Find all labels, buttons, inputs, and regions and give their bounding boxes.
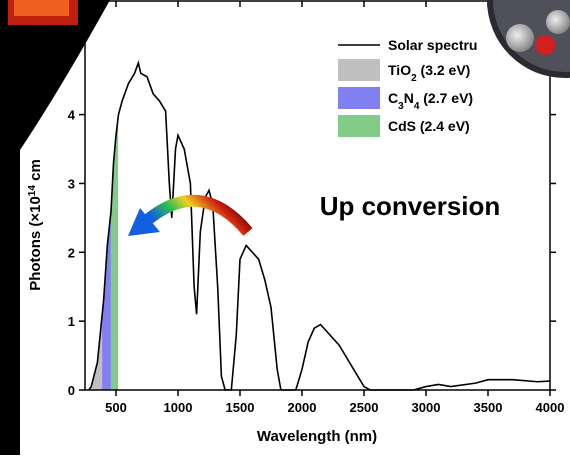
label-part: CdS (2.4 eV) (388, 118, 470, 134)
atom (506, 24, 534, 52)
band (102, 62, 111, 390)
band (110, 62, 119, 390)
photo-glow (14, 0, 69, 16)
label-part: (2.7 eV) (419, 90, 473, 106)
legend-label: TiO2 (3.2 eV) (388, 62, 470, 84)
y-tick-label: 4 (68, 108, 76, 123)
y-tick-label: 1 (68, 314, 75, 329)
x-tick-label: 3500 (474, 400, 503, 415)
label-part: 4 (414, 101, 420, 112)
legend-swatch (338, 115, 380, 137)
label-part: 3 (398, 101, 404, 112)
label-part: TiO (388, 62, 411, 78)
x-tick-label: 1500 (226, 400, 255, 415)
label-part: cm (27, 159, 44, 185)
annotation: Up conversion (320, 191, 501, 221)
atom (546, 10, 570, 34)
label-part: C (388, 90, 398, 106)
label-part: (3.2 eV) (417, 62, 471, 78)
x-tick-label: 4000 (536, 400, 565, 415)
x-axis-label: Wavelength (nm) (257, 428, 377, 445)
x-tick-label: 500 (105, 400, 127, 415)
y-tick-label: 2 (68, 245, 75, 260)
x-tick-label: 3000 (412, 400, 441, 415)
y-tick-label: 0 (68, 383, 75, 398)
label-part: 14 (27, 185, 38, 197)
label-part: Photons (×10 (27, 196, 44, 291)
legend-label: C3N4 (2.7 eV) (388, 90, 473, 112)
legend-swatch (338, 87, 380, 109)
x-tick-label: 2500 (350, 400, 379, 415)
label-part: N (404, 90, 414, 106)
legend-label: Solar spectru (388, 37, 477, 53)
label-part: 2 (411, 73, 417, 84)
spectrum-line (88, 60, 551, 391)
x-tick-label: 1000 (164, 400, 193, 415)
legend-label: CdS (2.4 eV) (388, 118, 470, 134)
arrow-head (128, 208, 160, 236)
axes-frame (84, 0, 551, 391)
photo-overlay (0, 0, 110, 455)
y-tick-label: 3 (68, 176, 75, 191)
y-axis-label: Photons (×1014 cm (27, 159, 45, 291)
legend-swatch (338, 59, 380, 81)
x-tick-label: 2000 (288, 400, 317, 415)
atom (535, 35, 555, 55)
arrow (141, 194, 253, 236)
